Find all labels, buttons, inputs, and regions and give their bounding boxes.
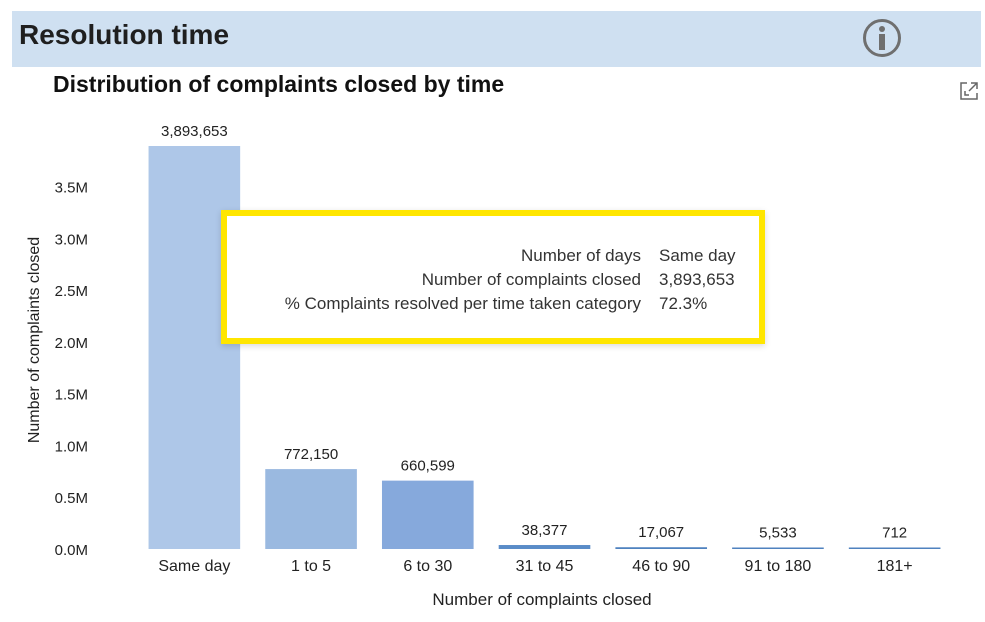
y-tick-label: 0.5M: [55, 490, 88, 507]
bars-group: [148, 146, 941, 550]
y-tick-label: 0.0M: [55, 542, 88, 559]
tooltip: Number of days Same day Number of compla…: [221, 210, 765, 344]
y-tick-label: 3.0M: [55, 231, 88, 248]
bar-value-label: 712: [882, 525, 907, 542]
tooltip-label: % Complaints resolved per time taken cat…: [284, 294, 641, 313]
y-tick-label: 3.5M: [55, 180, 88, 197]
bar[interactable]: [381, 480, 474, 549]
tooltip-value: 3,893,653: [659, 270, 735, 289]
bar[interactable]: [148, 146, 241, 549]
value-labels-group: 3,893,653 772,150 660,599 38,377 17,067 5,533…: [161, 123, 907, 542]
bar-value-label: 17,067: [638, 524, 684, 541]
bar-value-label: 772,150: [284, 446, 338, 463]
y-tick-label: 1.0M: [55, 438, 88, 455]
bar[interactable]: [732, 547, 824, 550]
chart-title: Distribution of complaints closed by tim…: [53, 71, 505, 97]
y-axis-title: Number of complaints closed: [26, 237, 43, 443]
x-tick-label: 91 to 180: [745, 558, 812, 575]
header-title: Resolution time: [19, 19, 230, 50]
bar-value-label: 660,599: [401, 458, 455, 475]
x-tick-label: 46 to 90: [632, 558, 690, 575]
bar[interactable]: [498, 545, 591, 549]
x-tick-label: 181+: [877, 558, 913, 575]
bar[interactable]: [848, 547, 941, 550]
y-tick-label: 1.5M: [55, 387, 88, 404]
y-tick-label: 2.0M: [55, 335, 88, 352]
x-tick-label: 1 to 5: [291, 558, 331, 575]
tooltip-row: % Complaints resolved per time taken cat…: [227, 294, 759, 318]
tooltip-value: Same day: [659, 246, 736, 265]
expand-icon[interactable]: [958, 80, 980, 102]
x-axis-title: Number of complaints closed: [432, 590, 651, 609]
tooltip-value: 72.3%: [659, 294, 708, 313]
bar[interactable]: [615, 547, 708, 549]
info-icon[interactable]: [862, 18, 902, 58]
x-axis-ticks: Same day 1 to 5 6 to 30 31 to 45 46 to 90 91 …: [158, 558, 912, 575]
x-tick-label: Same day: [158, 558, 230, 575]
x-tick-label: 31 to 45: [516, 558, 574, 575]
x-tick-label: 6 to 30: [403, 558, 452, 575]
tooltip-label: Number of complaints closed: [421, 270, 641, 289]
tooltip-label: Number of days: [521, 246, 641, 265]
y-axis-ticks: 0.0M 0.5M 1.0M 1.5M 2.0M 2.5M 3.0M 3.5M: [55, 180, 88, 559]
bar-value-label: 3,893,653: [161, 123, 228, 140]
bar-value-label: 5,533: [759, 525, 797, 542]
header-bar: Resolution time: [12, 11, 981, 67]
tooltip-row: Number of complaints closed 3,893,653: [227, 270, 759, 294]
bar-value-label: 38,377: [522, 522, 568, 539]
y-tick-label: 2.5M: [55, 283, 88, 300]
bar[interactable]: [265, 469, 357, 549]
tooltip-row: Number of days Same day: [227, 246, 759, 270]
